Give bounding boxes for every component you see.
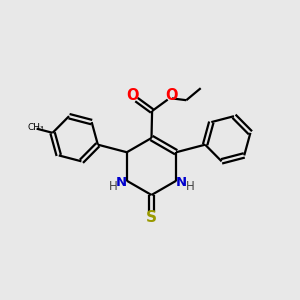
Text: S: S (146, 210, 157, 225)
Text: O: O (165, 88, 178, 104)
Text: H: H (186, 180, 194, 193)
Text: H: H (109, 180, 117, 193)
Text: N: N (116, 176, 127, 189)
Text: CH₃: CH₃ (27, 123, 44, 132)
Text: O: O (127, 88, 139, 104)
Text: N: N (176, 176, 187, 189)
